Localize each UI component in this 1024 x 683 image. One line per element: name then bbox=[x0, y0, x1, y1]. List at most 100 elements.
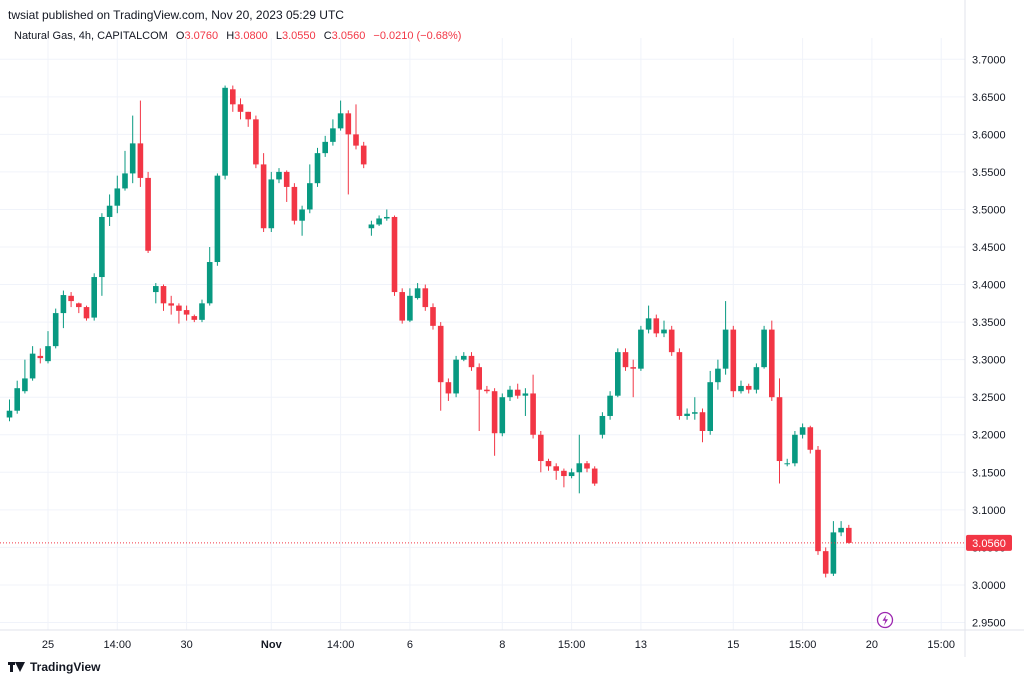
candle bbox=[753, 363, 760, 394]
lightning-icon[interactable] bbox=[876, 611, 894, 629]
candle bbox=[699, 408, 706, 443]
candle bbox=[260, 153, 267, 232]
candle bbox=[568, 468, 575, 479]
candle bbox=[715, 359, 721, 390]
candle-body bbox=[514, 389, 521, 396]
candle bbox=[153, 283, 159, 304]
candle bbox=[268, 171, 275, 232]
candle-body bbox=[507, 389, 513, 398]
candle-body bbox=[76, 303, 82, 308]
candle bbox=[653, 314, 660, 338]
grid-lines bbox=[0, 38, 965, 630]
candle-body bbox=[430, 307, 436, 326]
candle bbox=[553, 463, 559, 480]
last-price-label: 3.0560 bbox=[972, 538, 1006, 550]
candle bbox=[68, 292, 74, 308]
candle-body bbox=[407, 295, 413, 321]
tradingview-logo-icon bbox=[8, 662, 26, 672]
y-tick-label: 3.6500 bbox=[972, 92, 1006, 104]
candle bbox=[545, 458, 552, 471]
candle bbox=[222, 85, 228, 180]
y-tick-label: 3.6000 bbox=[972, 129, 1006, 141]
candle bbox=[6, 399, 13, 422]
candle-body bbox=[792, 434, 798, 464]
candle-body bbox=[99, 216, 105, 278]
candle bbox=[707, 370, 713, 435]
candle-body bbox=[260, 164, 267, 229]
x-tick-label: 15:00 bbox=[789, 639, 817, 651]
tradingview-logo[interactable]: TradingView bbox=[8, 660, 100, 674]
candle bbox=[276, 168, 282, 184]
candle bbox=[376, 215, 382, 226]
candle-body bbox=[399, 292, 405, 321]
symbol-legend: Natural Gas, 4h, CAPITALCOM O3.0760 H3.0… bbox=[14, 30, 461, 42]
y-tick-label: 3.1000 bbox=[972, 505, 1006, 517]
candle bbox=[314, 147, 321, 187]
candle-body bbox=[299, 209, 305, 221]
candle bbox=[160, 284, 167, 311]
x-tick-label: 8 bbox=[499, 639, 505, 651]
candle-body bbox=[422, 288, 429, 308]
candle-body bbox=[568, 472, 575, 477]
candle-body bbox=[376, 218, 382, 225]
candle bbox=[83, 305, 90, 321]
candle bbox=[422, 284, 429, 311]
candle bbox=[230, 85, 236, 112]
low-label: L bbox=[275, 30, 282, 42]
x-tick-label: 15:00 bbox=[927, 639, 955, 651]
candle-body bbox=[661, 329, 667, 334]
candle bbox=[137, 100, 144, 187]
candle-body bbox=[214, 175, 221, 263]
y-tick-label: 3.3500 bbox=[972, 317, 1006, 329]
candle-body bbox=[60, 295, 67, 314]
tradingview-brand: TradingView bbox=[30, 660, 101, 674]
candle bbox=[668, 325, 675, 356]
candle-body bbox=[645, 318, 652, 330]
candle bbox=[106, 194, 113, 226]
y-tick-label: 3.4500 bbox=[972, 242, 1006, 254]
candle bbox=[76, 302, 82, 314]
last-price-badge bbox=[966, 534, 1012, 551]
candle bbox=[722, 301, 729, 375]
candle bbox=[491, 388, 498, 456]
candle bbox=[391, 215, 398, 296]
high-label: H bbox=[226, 30, 235, 42]
symbol-name[interactable]: Natural Gas, 4h, CAPITALCOM bbox=[14, 30, 168, 42]
candle bbox=[437, 322, 444, 411]
candle-body bbox=[707, 382, 713, 431]
candle bbox=[145, 171, 151, 254]
candle bbox=[122, 150, 128, 191]
candle-body bbox=[145, 177, 151, 251]
candle-body bbox=[276, 171, 282, 180]
candle-body bbox=[776, 397, 783, 462]
candle-body bbox=[345, 113, 352, 135]
candle-body bbox=[222, 87, 228, 176]
candle bbox=[206, 247, 213, 306]
candle-body bbox=[191, 316, 198, 320]
candle-body bbox=[45, 346, 51, 362]
x-tick-label: 6 bbox=[407, 639, 413, 651]
low-value: 3.0550 bbox=[282, 30, 316, 42]
candle-body bbox=[461, 355, 467, 360]
candle-body bbox=[83, 307, 90, 319]
y-tick-label: 3.5500 bbox=[972, 167, 1006, 179]
candle bbox=[807, 425, 814, 454]
candle bbox=[830, 521, 837, 576]
candle bbox=[345, 110, 352, 195]
candle-body bbox=[414, 288, 421, 299]
candle bbox=[168, 295, 174, 315]
candle bbox=[692, 397, 698, 420]
candle bbox=[584, 461, 590, 473]
candle bbox=[615, 348, 621, 398]
candle bbox=[22, 359, 28, 394]
candle bbox=[114, 175, 121, 214]
candle bbox=[792, 430, 798, 467]
y-tick-label: 3.4000 bbox=[972, 280, 1006, 292]
candle-body bbox=[769, 329, 775, 398]
candle-body bbox=[330, 128, 336, 142]
candle-body bbox=[206, 262, 213, 304]
candle bbox=[846, 524, 852, 544]
candle-body bbox=[353, 134, 359, 146]
candle-body bbox=[91, 277, 97, 318]
